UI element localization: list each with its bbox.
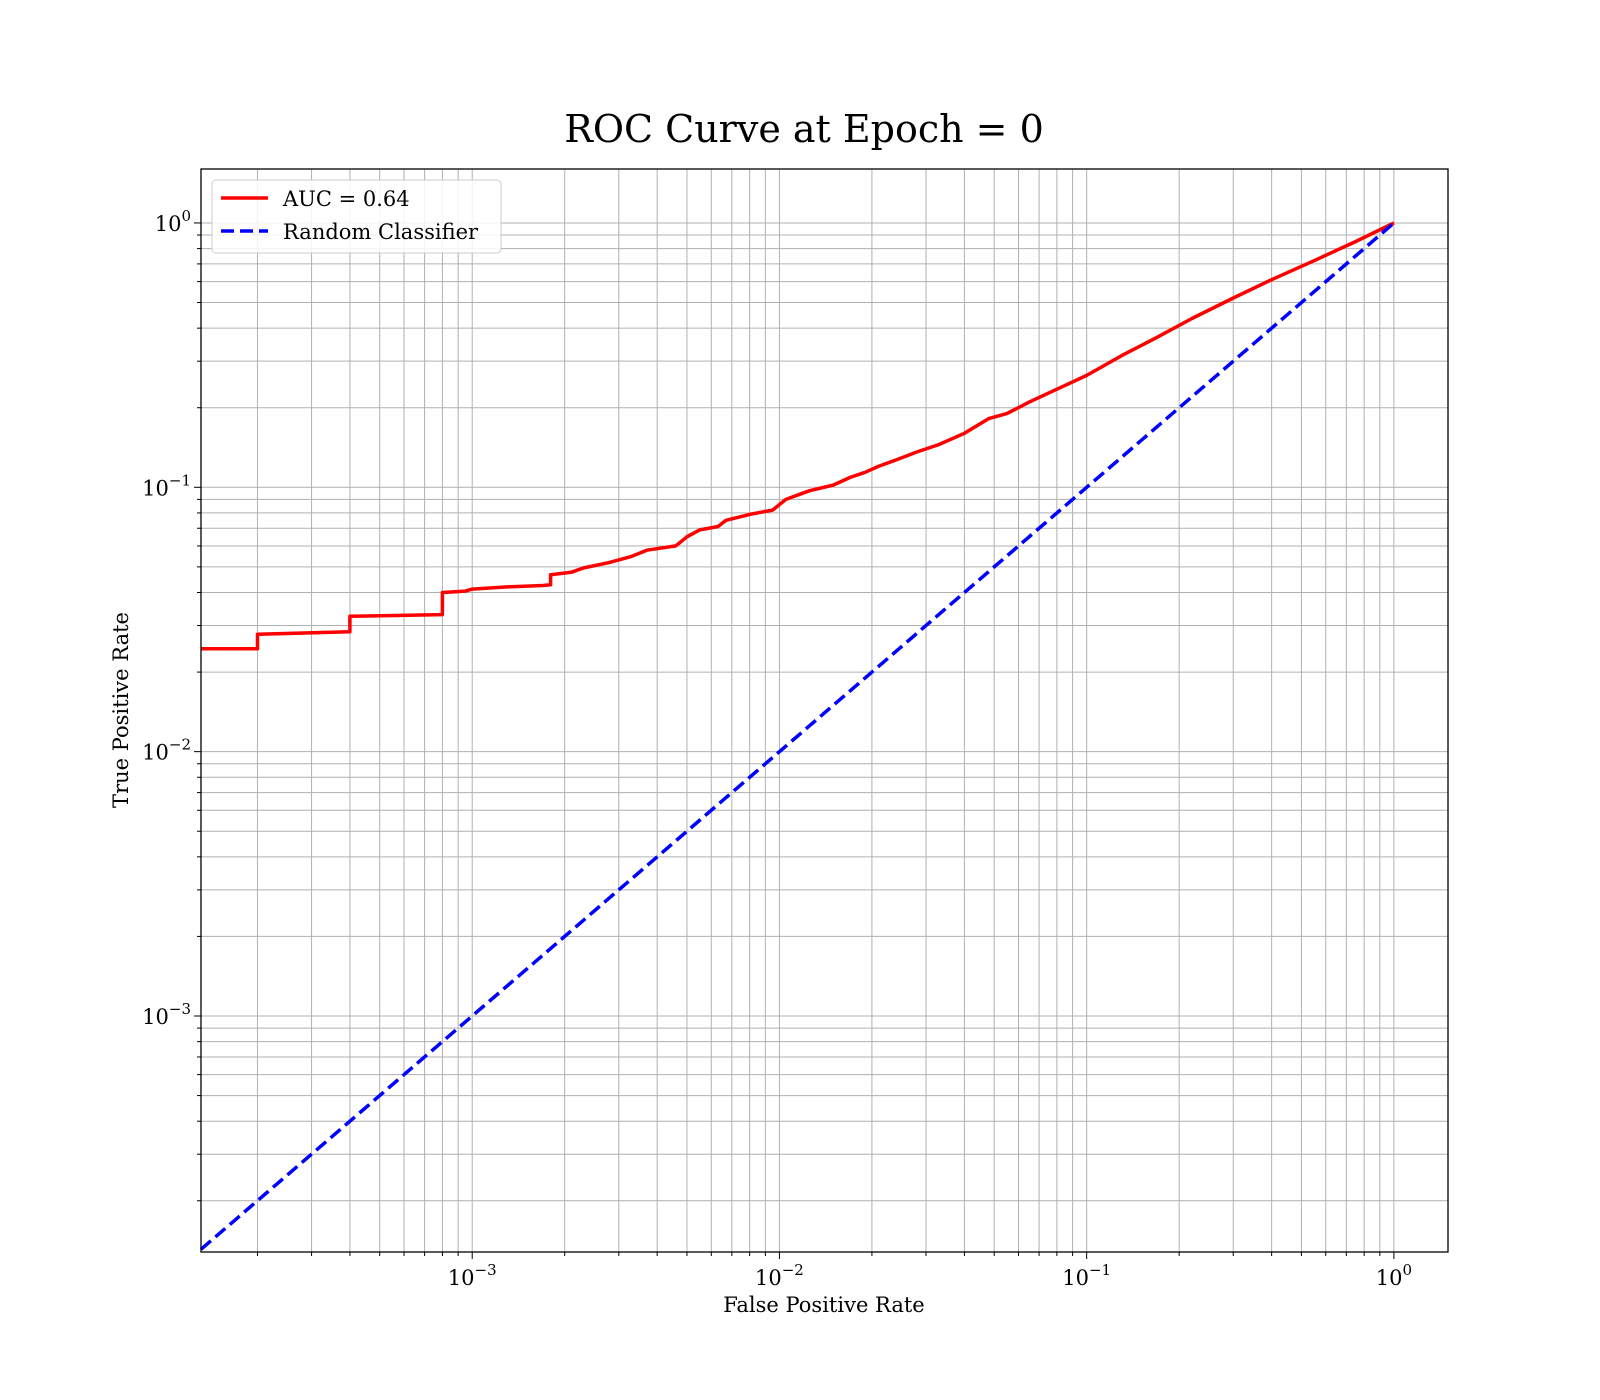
y-tick-label-base: 10 — [142, 741, 169, 765]
y-tick-label-exponent: −1 — [169, 471, 191, 489]
legend-box — [211, 179, 502, 254]
roc-curve-line — [201, 221, 1395, 651]
y-tick-label-base: 10 — [142, 1005, 169, 1029]
x-tick-label: 10−3 — [448, 1261, 497, 1290]
y-tick-label-exponent: 0 — [181, 207, 191, 225]
x-tick-label-base: 10 — [1376, 1266, 1403, 1290]
y-tick-label-exponent: −2 — [169, 736, 191, 754]
series-layer — [199, 221, 1396, 1251]
y-tick-label: 10−2 — [142, 736, 191, 765]
y-axis-label: True Positive Rate — [109, 612, 133, 808]
legend-label-random: Random Classifier — [283, 220, 479, 244]
plot-frame — [200, 168, 1449, 1253]
y-tick-label: 10−3 — [142, 1000, 191, 1029]
legend: AUC = 0.64 Random Classifier — [211, 179, 502, 254]
x-tick-label: 100 — [1376, 1261, 1412, 1290]
legend-label-auc: AUC = 0.64 — [282, 187, 410, 211]
y-tick-label-base: 10 — [142, 476, 169, 500]
x-tick-label-exponent: 0 — [1402, 1261, 1412, 1279]
x-tick-label-base: 10 — [1062, 1266, 1089, 1290]
x-tick-label-base: 10 — [448, 1266, 475, 1290]
y-tick-label: 100 — [155, 207, 191, 236]
x-tick-label-exponent: −1 — [1089, 1261, 1111, 1279]
x-tick-label-exponent: −2 — [782, 1261, 804, 1279]
grid — [201, 169, 1448, 1252]
y-tick-label-exponent: −3 — [169, 1000, 191, 1018]
y-tick-label-base: 10 — [155, 212, 182, 236]
y-tick-label: 10−1 — [142, 471, 191, 500]
x-tick-label-base: 10 — [755, 1266, 782, 1290]
x-tick-label-exponent: −3 — [475, 1261, 497, 1279]
x-axis-label: False Positive Rate — [723, 1293, 924, 1317]
random-classifier-line — [199, 221, 1396, 1251]
chart-title: ROC Curve at Epoch = 0 — [564, 107, 1044, 151]
x-tick-label: 10−2 — [755, 1261, 804, 1290]
x-tick-label: 10−1 — [1062, 1261, 1111, 1290]
